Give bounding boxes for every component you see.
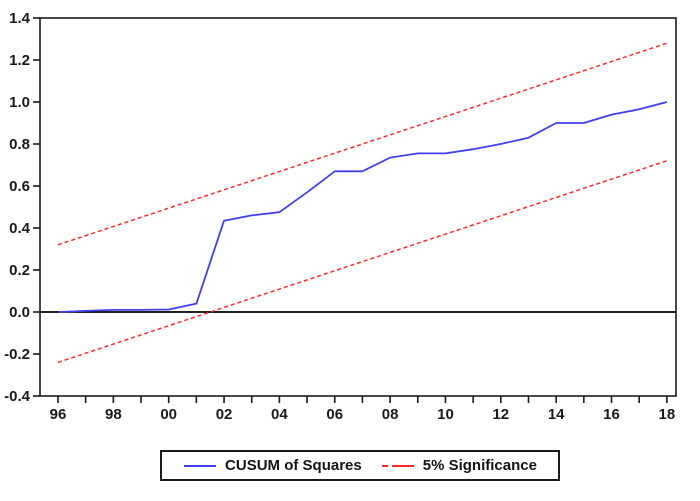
x-tick-label: 12 xyxy=(492,406,509,423)
y-tick-label: 0.4 xyxy=(9,220,31,237)
y-tick-label: 0.2 xyxy=(9,262,30,279)
y-tick-label: 0.6 xyxy=(9,178,30,195)
x-tick-label: 14 xyxy=(548,406,565,423)
x-tick-label: 04 xyxy=(271,406,288,423)
x-tick-label: 96 xyxy=(50,406,67,423)
y-tick-label: 1.2 xyxy=(9,52,30,69)
x-tick-label: 06 xyxy=(326,406,343,423)
x-tick-label: 02 xyxy=(216,406,233,423)
plot-box xyxy=(39,17,677,397)
y-tick-label: -0.4 xyxy=(4,388,31,405)
legend-item-significance: 5% Significance xyxy=(381,457,537,474)
x-tick-label: 16 xyxy=(603,406,620,423)
x-tick-label: 10 xyxy=(437,406,454,423)
significance-band-line xyxy=(57,160,668,364)
y-tick-label: 1.4 xyxy=(9,10,31,27)
legend-item-cusum: CUSUM of Squares xyxy=(183,457,362,474)
y-tick-label: 0.8 xyxy=(9,136,30,153)
legend-label-cusum: CUSUM of Squares xyxy=(225,457,362,474)
cusum-series-line xyxy=(57,101,668,313)
chart-legend: CUSUM of Squares 5% Significance xyxy=(160,450,560,481)
y-tick-label: 0.0 xyxy=(9,304,30,321)
x-tick-label: 18 xyxy=(659,406,676,423)
x-tick-label: 98 xyxy=(105,406,122,423)
y-tick-label: -0.2 xyxy=(4,346,30,363)
significance-band-line xyxy=(57,42,668,246)
legend-label-significance: 5% Significance xyxy=(422,457,537,474)
significance-line-swatch-icon xyxy=(381,464,414,467)
x-tick-label: 08 xyxy=(382,406,399,423)
y-tick-label: 1.0 xyxy=(9,94,30,111)
x-tick-label: 00 xyxy=(160,406,177,423)
chart-canvas: -0.4 -0.2 0.0 0.2 0.4 0.6 0.8 1.0 1.2 1.4 96 98 00 02… xyxy=(4,10,677,423)
cusum-line-swatch-icon xyxy=(184,464,217,467)
